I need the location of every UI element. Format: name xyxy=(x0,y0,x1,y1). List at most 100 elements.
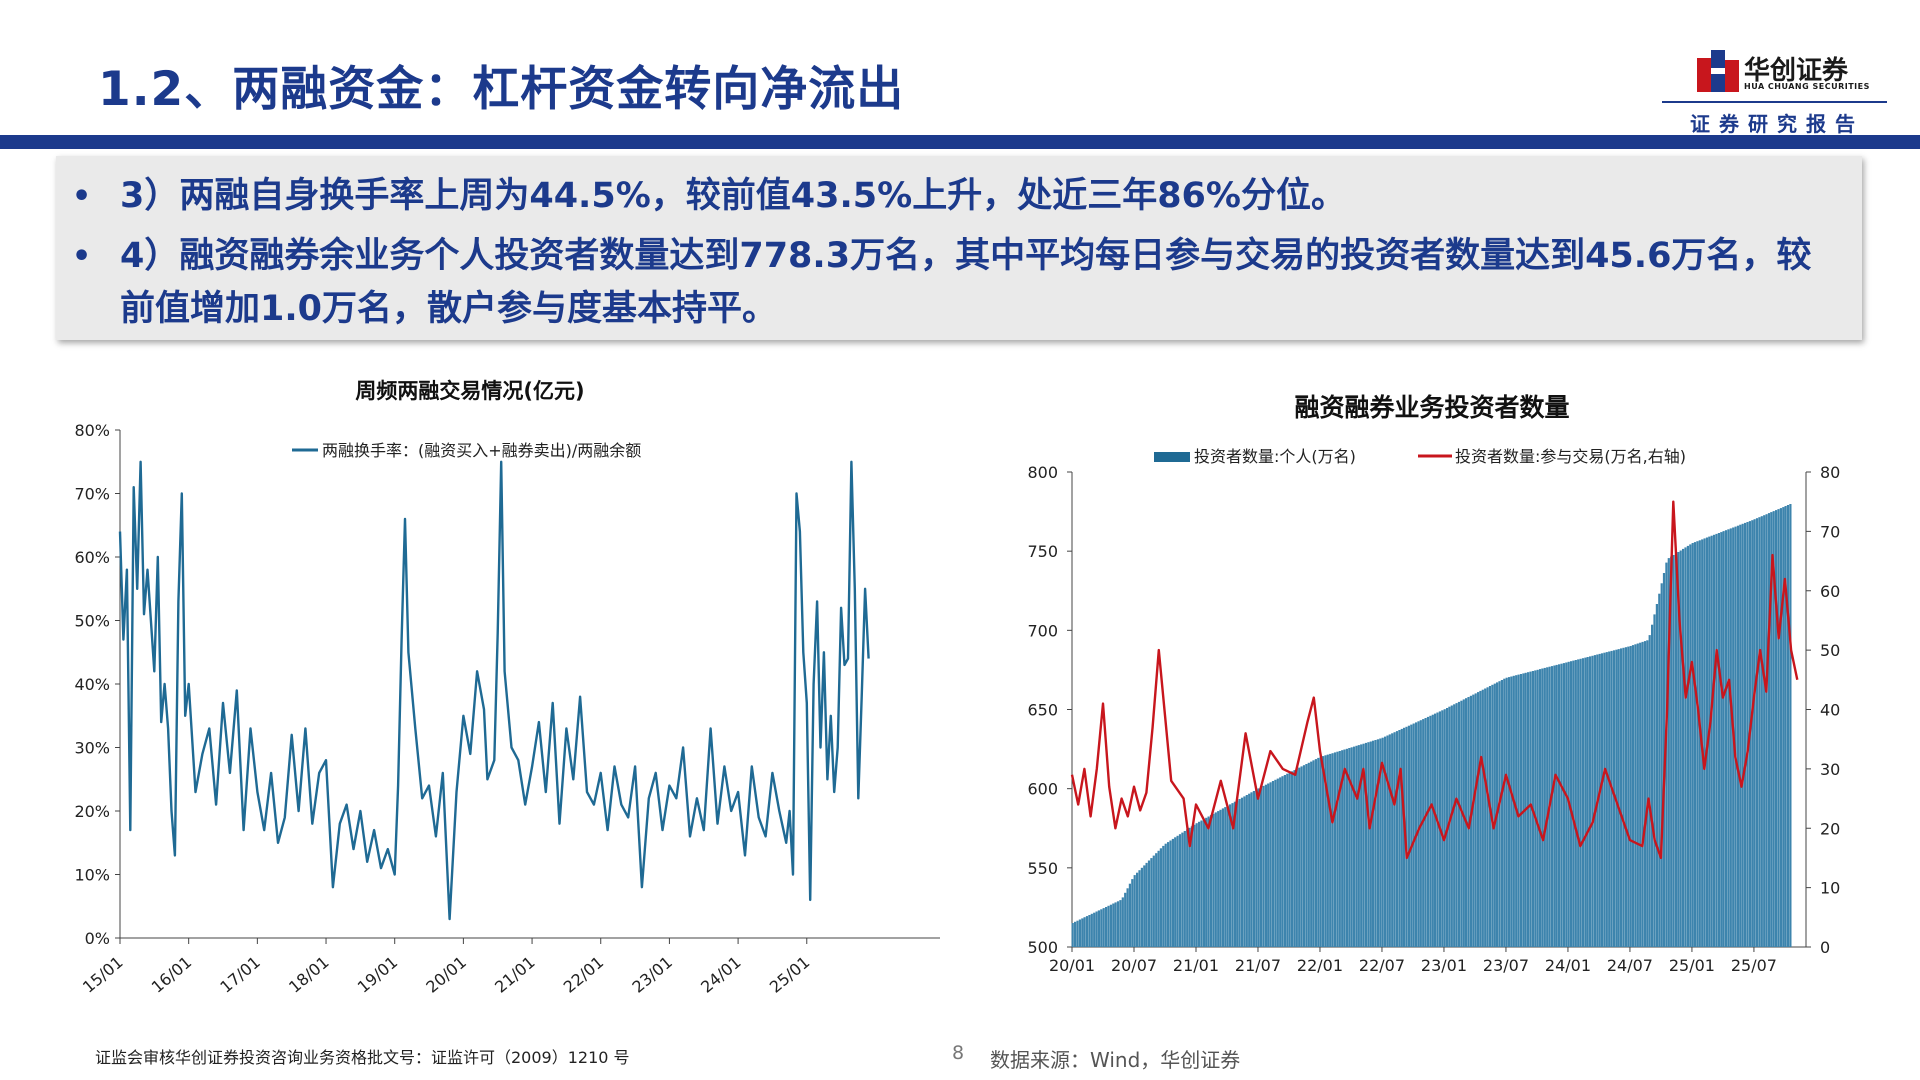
investor-bar xyxy=(1252,791,1255,947)
x-tick-label: 21/01 xyxy=(1173,956,1219,975)
investor-bar xyxy=(1746,522,1749,947)
investor-bar xyxy=(1395,731,1399,947)
investor-bar xyxy=(1288,772,1291,947)
investor-bar xyxy=(1655,604,1658,947)
investor-bar xyxy=(1784,506,1787,947)
investor-bar xyxy=(1116,901,1120,947)
investor-bar xyxy=(1527,672,1530,947)
investor-bar xyxy=(1777,509,1780,947)
investor-bar xyxy=(1577,659,1580,947)
investor-bar xyxy=(1579,658,1582,947)
investor-bar xyxy=(1300,766,1303,947)
investor-bar xyxy=(1598,653,1601,947)
investor-bar xyxy=(1145,862,1148,947)
investor-bar xyxy=(1128,883,1131,947)
investor-bar xyxy=(1097,910,1100,947)
investor-bar xyxy=(1503,678,1506,947)
investor-bar xyxy=(1162,845,1165,947)
investor-bar xyxy=(1193,824,1196,947)
investor-bar xyxy=(1739,524,1742,947)
investor-bar xyxy=(1310,761,1313,947)
y-tick-label: 70% xyxy=(74,485,110,504)
investor-chart: 融资融券业务投资者数量 投资者数量:个人(万名) 投资者数量:参与交易(万名,右… xyxy=(1027,393,1840,975)
investor-bar xyxy=(1560,663,1563,947)
x-tick-label: 17/01 xyxy=(216,953,264,997)
investor-bar xyxy=(1460,700,1463,947)
investor-bar xyxy=(1713,534,1716,947)
y-left-tick-label: 700 xyxy=(1027,621,1058,640)
investor-bar xyxy=(1107,905,1110,947)
logo-english: HUA CHUANG SECURITIES xyxy=(1744,82,1870,91)
investor-bar xyxy=(1570,661,1573,947)
x-tick-label: 25/01 xyxy=(1669,956,1715,975)
y-left-tick-label: 650 xyxy=(1027,701,1058,720)
investor-bar xyxy=(1648,635,1651,947)
investor-bar xyxy=(1095,911,1098,947)
investor-bar xyxy=(1386,735,1389,947)
investor-bar xyxy=(1717,533,1720,947)
y-tick-label: 50% xyxy=(74,612,110,631)
investor-bar xyxy=(1071,923,1074,947)
investor-bar xyxy=(1715,533,1718,947)
investor-bar xyxy=(1243,796,1246,947)
investor-bar xyxy=(1674,553,1678,947)
investor-bar xyxy=(1617,649,1620,947)
investor-bar xyxy=(1653,614,1656,947)
x-tick-label: 20/01 xyxy=(1049,956,1095,975)
investor-bar xyxy=(1589,656,1592,947)
investor-bar xyxy=(1755,518,1759,947)
investor-bar xyxy=(1260,787,1263,947)
investor-bar xyxy=(1271,781,1275,947)
investor-bar xyxy=(1600,653,1604,947)
investor-bar xyxy=(1407,725,1410,947)
investor-bar xyxy=(1083,917,1086,947)
investor-bar xyxy=(1636,643,1639,947)
y-tick-label: 40% xyxy=(74,675,110,694)
investor-bar xyxy=(1641,641,1644,947)
investor-bar xyxy=(1486,687,1489,947)
investor-bar xyxy=(1233,801,1236,947)
y-tick-label: 60% xyxy=(74,548,110,567)
investor-bar xyxy=(1226,805,1229,947)
chart-title: 周频两融交易情况(亿元) xyxy=(355,379,584,403)
investor-bar xyxy=(1558,664,1561,947)
x-tick-label: 22/01 xyxy=(560,953,608,997)
investor-bar xyxy=(1126,888,1129,947)
investor-bar xyxy=(1610,650,1613,947)
investor-bar xyxy=(1605,652,1608,947)
investor-bar xyxy=(1112,903,1115,947)
investor-bar xyxy=(1434,713,1437,947)
investor-bar xyxy=(1679,550,1682,947)
investor-bar xyxy=(1760,516,1763,947)
x-tick-label: 20/01 xyxy=(422,953,470,997)
investor-bar xyxy=(1646,640,1649,947)
investor-bar xyxy=(1658,593,1661,947)
y-right-tick-label: 20 xyxy=(1820,819,1840,838)
investor-bar xyxy=(1133,875,1136,947)
y-right-tick-label: 60 xyxy=(1820,582,1840,601)
investor-bar xyxy=(1477,692,1480,947)
investor-bar xyxy=(1534,670,1537,947)
participation-series-line xyxy=(1070,500,1799,860)
investor-bar xyxy=(1229,804,1232,947)
investor-bar xyxy=(1183,831,1186,947)
investor-bar xyxy=(1591,655,1594,947)
page-number: 8 xyxy=(952,1042,965,1064)
investor-bar xyxy=(1565,662,1568,947)
investor-bar xyxy=(1198,821,1201,947)
investor-bar xyxy=(1362,743,1365,947)
turnover-series-line xyxy=(118,460,870,921)
investor-bar xyxy=(1338,751,1341,947)
y-right-tick-label: 50 xyxy=(1820,641,1840,660)
investor-bar xyxy=(1779,508,1782,947)
x-tick-label: 22/07 xyxy=(1359,956,1405,975)
investor-bar xyxy=(1364,742,1368,947)
investor-bar xyxy=(1240,797,1244,947)
investor-bar xyxy=(1517,674,1520,947)
investor-bar xyxy=(1119,900,1122,947)
y-left-tick-label: 800 xyxy=(1027,463,1058,482)
investor-bar xyxy=(1775,510,1778,947)
investor-bar xyxy=(1484,688,1487,947)
investor-bar xyxy=(1651,624,1654,947)
investor-bar xyxy=(1441,710,1444,947)
